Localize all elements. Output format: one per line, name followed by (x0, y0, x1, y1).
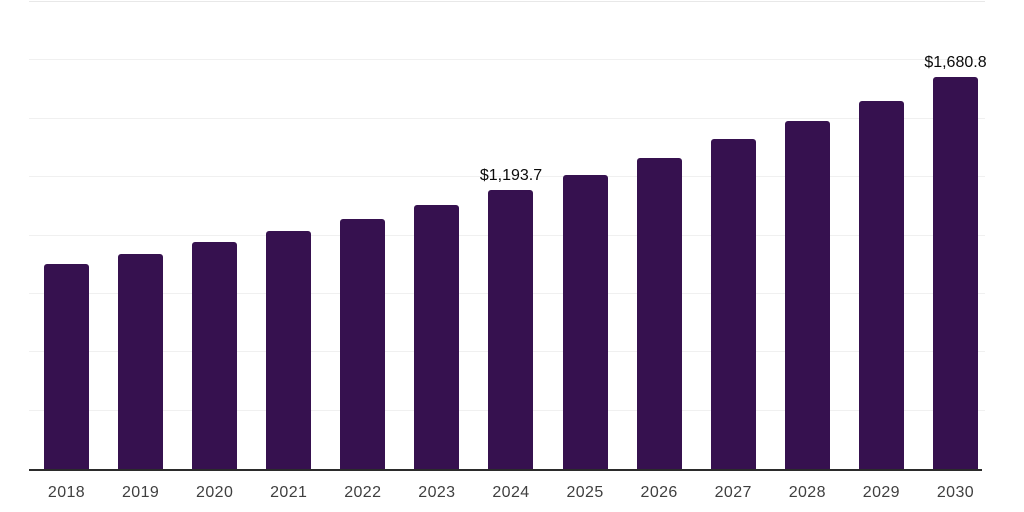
bar-2030 (932, 76, 978, 469)
bar-2022 (340, 218, 386, 469)
bar-2019 (118, 253, 164, 469)
x-axis-label-2025: 2025 (566, 484, 604, 501)
x-axis-label-2029: 2029 (862, 484, 900, 501)
bar-2029 (858, 101, 904, 469)
plot-area: $1,193.7 $1,680.8 (29, 1, 987, 471)
bar-2023 (414, 204, 460, 469)
x-axis-label-2023: 2023 (418, 484, 456, 501)
bar-2027 (710, 139, 756, 469)
x-axis-label-2024: 2024 (492, 484, 530, 501)
x-axis-label-2028: 2028 (788, 484, 826, 501)
bar-value-label-2030: $1,680.8 (924, 53, 987, 71)
x-axis-line (29, 469, 982, 471)
x-axis-label-2021: 2021 (270, 484, 308, 501)
bar-2028 (784, 121, 830, 469)
bar-2024 (488, 190, 534, 469)
bar-2018 (44, 263, 89, 469)
bar-value-label-2024: $1,193.7 (479, 167, 543, 185)
gridline (29, 59, 985, 61)
bar-2021 (266, 230, 312, 469)
gridline (29, 1, 985, 2)
gridline (29, 117, 985, 119)
x-axis-label-2022: 2022 (344, 484, 382, 501)
bar-2020 (192, 242, 238, 469)
bar-2025 (562, 175, 608, 469)
gridline (29, 176, 985, 178)
bar-2026 (636, 157, 682, 469)
x-axis-label-2027: 2027 (714, 484, 752, 501)
x-axis-label-2018: 2018 (47, 484, 86, 501)
x-axis-label-2026: 2026 (640, 484, 678, 501)
x-axis-label-2030: 2030 (936, 484, 975, 501)
x-axis-label-2020: 2020 (196, 484, 234, 501)
x-axis-label-2019: 2019 (121, 484, 160, 501)
